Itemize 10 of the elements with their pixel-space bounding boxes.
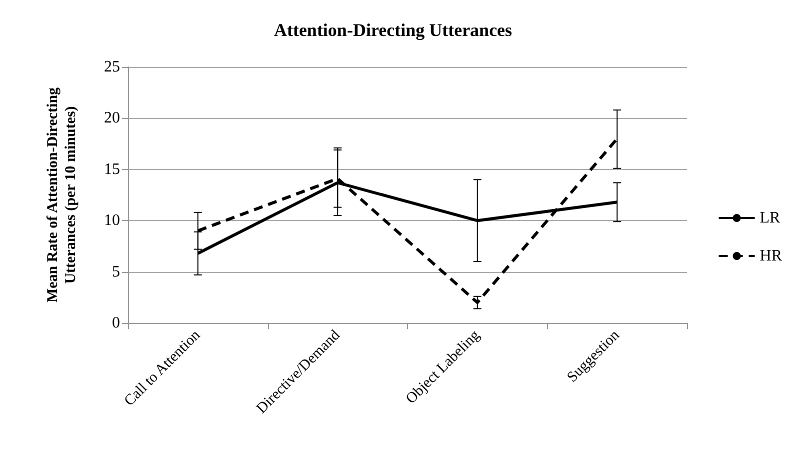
y-tick-label: 5 [112, 263, 120, 280]
y-axis-title: Mean Rate of Attention-Directing Utterances (per 10 minutes) [45, 86, 79, 303]
chart-title: Attention-Directing Utterances [274, 20, 512, 40]
legend-label: LR [760, 210, 781, 226]
y-tick-label: 0 [112, 314, 120, 332]
y-tick-label: 15 [104, 160, 120, 178]
y-tick-label: 10 [104, 212, 120, 230]
y-tick-label: 25 [104, 58, 120, 76]
legend-label: HR [760, 248, 782, 264]
y-tick-label: 20 [104, 110, 120, 127]
